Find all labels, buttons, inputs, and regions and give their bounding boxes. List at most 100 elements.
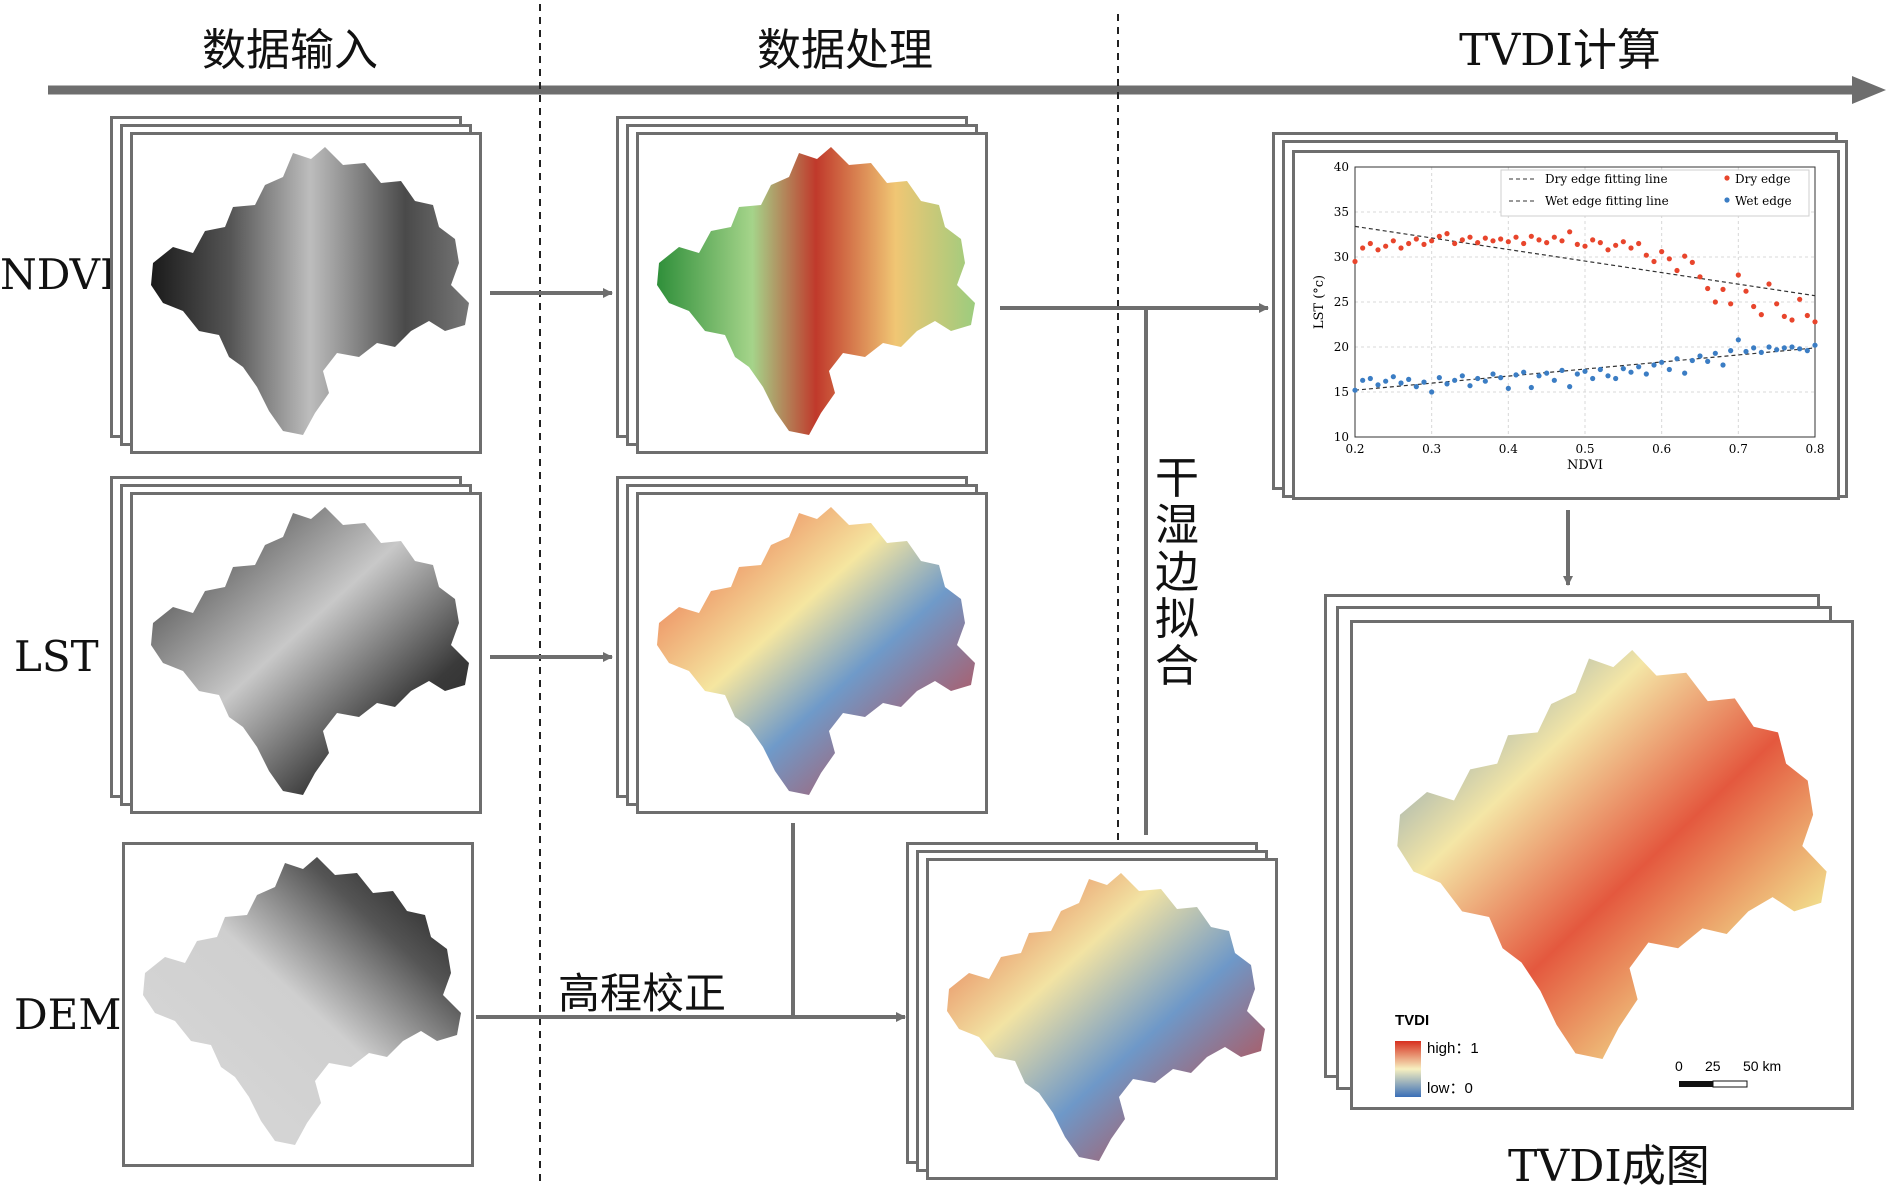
chart-legend-label: Wet edge <box>1735 194 1792 208</box>
dry-edge-point <box>1352 258 1358 265</box>
dry-edge-point <box>1797 296 1803 302</box>
wet-edge-point <box>1659 359 1665 365</box>
wet-edge-point <box>1766 344 1772 350</box>
wet-edge-point <box>1513 372 1519 378</box>
wet-edge-point <box>1490 371 1496 377</box>
wet-edge-point <box>1498 375 1504 381</box>
wet-edge-point <box>1643 371 1649 377</box>
wet-edge-point <box>1360 377 1366 383</box>
wet-edge-point <box>1812 342 1818 348</box>
dry-edge-point <box>1774 301 1780 307</box>
tvdi-legend-low: low：0 <box>1427 1080 1473 1097</box>
wet-edge-point <box>1352 387 1358 393</box>
wet-edge-point <box>1551 377 1557 383</box>
wet-edge-point <box>1582 368 1588 374</box>
chart-legend-label: Dry edge <box>1735 172 1791 186</box>
wet-edge-point <box>1674 356 1680 362</box>
scale-bar: 0 25 50 km <box>1675 1058 1781 1088</box>
dry-edge-point <box>1804 312 1810 319</box>
corrected-lst-map-frame <box>926 858 1278 1180</box>
wet-edge-point <box>1774 347 1780 353</box>
dry-edge-point <box>1659 249 1665 255</box>
wet-edge-point <box>1406 376 1412 382</box>
dry-edge-point <box>1597 240 1603 246</box>
lst-raw-map <box>151 507 469 795</box>
wet-edge-point <box>1720 362 1726 368</box>
wet-edge-point <box>1636 364 1642 370</box>
dry-edge-point <box>1682 253 1688 259</box>
wet-edge-point <box>1712 350 1718 356</box>
dry-edge-point <box>1789 317 1795 323</box>
lst-processed-map-frame <box>636 492 988 814</box>
stage-header-processing: 数据处理 <box>757 25 933 76</box>
dry-edge-point <box>1620 239 1626 245</box>
scale-tick-0: 0 <box>1675 1058 1683 1074</box>
chart-x-tick: 0.3 <box>1422 442 1441 456</box>
dry-edge-point <box>1705 285 1711 292</box>
scale-tick-25: 25 <box>1705 1058 1721 1074</box>
dry-edge-point <box>1689 259 1695 265</box>
dry-edge-point <box>1751 303 1757 310</box>
dry-edge-point <box>1436 233 1442 239</box>
scale-tick-50: 50 km <box>1743 1058 1781 1074</box>
wet-edge-point <box>1383 378 1389 384</box>
wet-edge-point <box>1559 367 1565 373</box>
dry-edge-point <box>1413 236 1419 242</box>
dry-edge-point <box>1697 274 1703 280</box>
dry-edge-point <box>1781 313 1787 319</box>
wet-edge-point <box>1743 348 1749 355</box>
wet-edge-point <box>1682 370 1688 376</box>
tvdi-legend-title: TVDI <box>1395 1012 1429 1029</box>
corrected-lst-map <box>947 873 1265 1161</box>
dry-edge-point <box>1505 239 1511 245</box>
wet-edge-point <box>1421 379 1427 385</box>
lst-raw-map-frame <box>130 492 482 814</box>
wet-edge-point <box>1436 375 1442 381</box>
ndvi-raw-map-frame <box>130 132 482 454</box>
wet-edge-point <box>1705 358 1711 364</box>
wet-edge-point <box>1651 362 1657 368</box>
wet-edge-point <box>1597 366 1603 373</box>
chart-y-tick: 20 <box>1334 340 1349 354</box>
row-label-lst: LST <box>14 632 99 681</box>
wet-edge-point <box>1482 378 1488 384</box>
wet-edge-point <box>1689 357 1695 364</box>
wet-edge-point <box>1751 345 1757 351</box>
chart-x-axis-label: NDVI <box>1567 458 1603 473</box>
wet-edge-point <box>1728 348 1734 354</box>
tvdi-map-label: TVDI成图 <box>1508 1141 1710 1192</box>
wet-edge-point <box>1620 366 1626 372</box>
dry-edge-point <box>1498 236 1504 242</box>
dry-edge-point <box>1398 245 1404 251</box>
dry-edge-point <box>1720 286 1726 292</box>
dry-edge-point <box>1490 238 1496 244</box>
wet-edge-point <box>1398 380 1404 386</box>
dry-edge-point <box>1574 241 1580 247</box>
tvdi-colorbar <box>1395 1041 1421 1097</box>
dry-edge-point <box>1544 240 1550 246</box>
wet-edge-point <box>1590 375 1596 382</box>
chart-plot-area <box>1354 166 1816 438</box>
wet-edge-point <box>1666 366 1672 373</box>
wet-edge-point <box>1613 375 1619 382</box>
dry-edge-point <box>1429 238 1435 244</box>
wet-edge-point <box>1429 389 1435 395</box>
wet-edge-point <box>1544 370 1550 376</box>
wet-edge-point <box>1536 373 1542 379</box>
dry-edge-point <box>1528 233 1534 239</box>
wet-edge-point <box>1390 374 1396 380</box>
dry-edge-point <box>1444 231 1450 237</box>
scatter-chart-frame: 0.2 0.3 0.4 0.5 0.6 0.7 0.8 10 15 20 25 30 35 40 NDVI… <box>1292 150 1840 500</box>
ndvi-processed-map <box>657 147 975 435</box>
dry-edge-point <box>1375 247 1381 253</box>
chart-x-tick: 0.8 <box>1805 442 1824 456</box>
dry-edge-point <box>1406 240 1412 247</box>
wet-edge-point <box>1797 346 1803 352</box>
dry-edge-point <box>1766 281 1772 287</box>
wet-edge-point <box>1452 377 1458 383</box>
chart-x-tick: 0.7 <box>1729 442 1748 456</box>
elevation-correction-label: 高程校正 <box>558 969 727 1018</box>
dry-edge-point <box>1551 234 1557 240</box>
dry-edge-point <box>1758 312 1764 318</box>
dry-edge-point <box>1582 243 1588 249</box>
